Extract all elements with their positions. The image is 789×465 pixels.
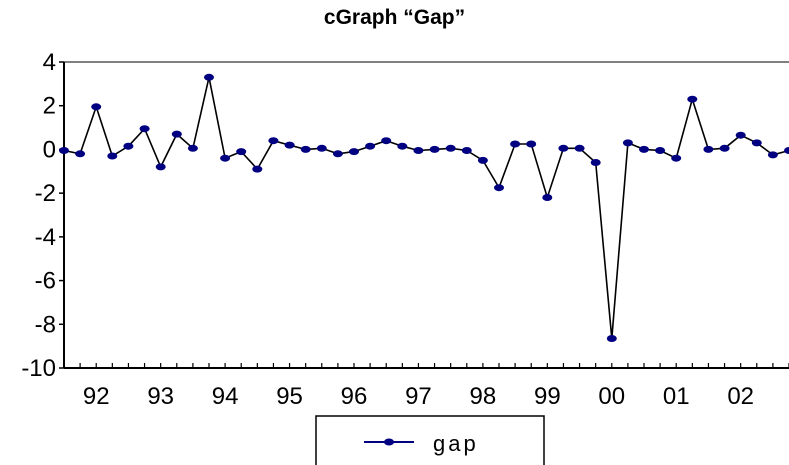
- axes: 4 2 0 -2 -4 -6 -8 -10 92 93 94 95 96 97 98 99 00 01 02: [21, 49, 789, 410]
- gap-point: [155, 163, 166, 171]
- legend: gap: [315, 415, 545, 465]
- gap-point: [622, 139, 633, 147]
- y-tick-label: -6: [35, 268, 56, 295]
- gap-point: [687, 95, 698, 103]
- y-tick-label: -2: [35, 180, 56, 207]
- x-tick-label: 92: [83, 383, 110, 410]
- gap-point: [767, 151, 778, 159]
- gap-point: [332, 150, 343, 158]
- gap-point: [284, 141, 295, 149]
- x-tick-label: 95: [276, 383, 303, 410]
- gap-point: [461, 147, 472, 154]
- x-tick-label: 99: [534, 383, 561, 410]
- gap-point: [220, 154, 231, 162]
- gap-point: [574, 144, 585, 152]
- gap-point: [397, 142, 408, 150]
- gap-point: [606, 335, 617, 342]
- gap-point: [349, 148, 359, 156]
- y-tick-label: 2: [43, 93, 56, 120]
- gap-point: [187, 144, 198, 152]
- x-tick-label: 01: [663, 383, 690, 410]
- gap-point: [526, 140, 537, 148]
- gap-point: [171, 130, 182, 138]
- gap-point: [413, 147, 424, 154]
- legend-box: [315, 415, 545, 465]
- y-tick-label: -4: [35, 224, 56, 251]
- gap-point: [252, 165, 263, 173]
- x-tick-label: 96: [341, 383, 368, 410]
- gap-point: [477, 156, 488, 164]
- legend-label: gap: [433, 431, 479, 456]
- gap-point: [91, 103, 102, 111]
- gap-point: [123, 142, 134, 150]
- x-tick-label: 97: [405, 383, 432, 410]
- gap-point: [719, 144, 730, 152]
- gap-point: [75, 150, 86, 158]
- gap-point: [751, 139, 762, 147]
- series-gap: [59, 73, 789, 342]
- x-tick-label: 02: [727, 383, 754, 410]
- chart-title: cGraph “Gap”: [323, 6, 466, 29]
- gap-point: [268, 137, 279, 145]
- gap-point: [236, 148, 247, 156]
- x-tick-label: 00: [598, 383, 625, 410]
- gap-point: [429, 145, 440, 153]
- gap-point: [381, 137, 392, 145]
- gap-point: [107, 152, 118, 160]
- y-tick-label: 4: [43, 49, 56, 76]
- y-tick-label: -10: [21, 355, 56, 382]
- gap-point: [671, 154, 682, 162]
- gap-point: [445, 144, 456, 152]
- gap-point: [590, 159, 601, 166]
- gap-line: [63, 77, 789, 339]
- gap-point: [204, 73, 214, 81]
- gap-point: [494, 184, 504, 192]
- x-tick-label: 93: [147, 383, 174, 410]
- gap-point: [639, 145, 649, 153]
- gap-point: [558, 144, 569, 152]
- gap-point: [784, 147, 789, 154]
- gap-point: [300, 145, 311, 153]
- x-tick-label: 98: [470, 383, 497, 410]
- x-tick-label: 94: [212, 383, 239, 410]
- gap-point: [703, 145, 714, 153]
- gap-point: [735, 131, 746, 139]
- gap-point: [59, 147, 69, 154]
- legend-marker: [384, 438, 394, 446]
- gap-point: [655, 147, 666, 154]
- gap-point: [542, 194, 553, 201]
- gap-point: [139, 125, 150, 133]
- gap-point: [316, 144, 327, 152]
- y-tick-label: 0: [43, 136, 56, 163]
- y-tick-label: -8: [35, 311, 56, 338]
- gap-point: [510, 140, 521, 148]
- gap-point: [365, 142, 376, 150]
